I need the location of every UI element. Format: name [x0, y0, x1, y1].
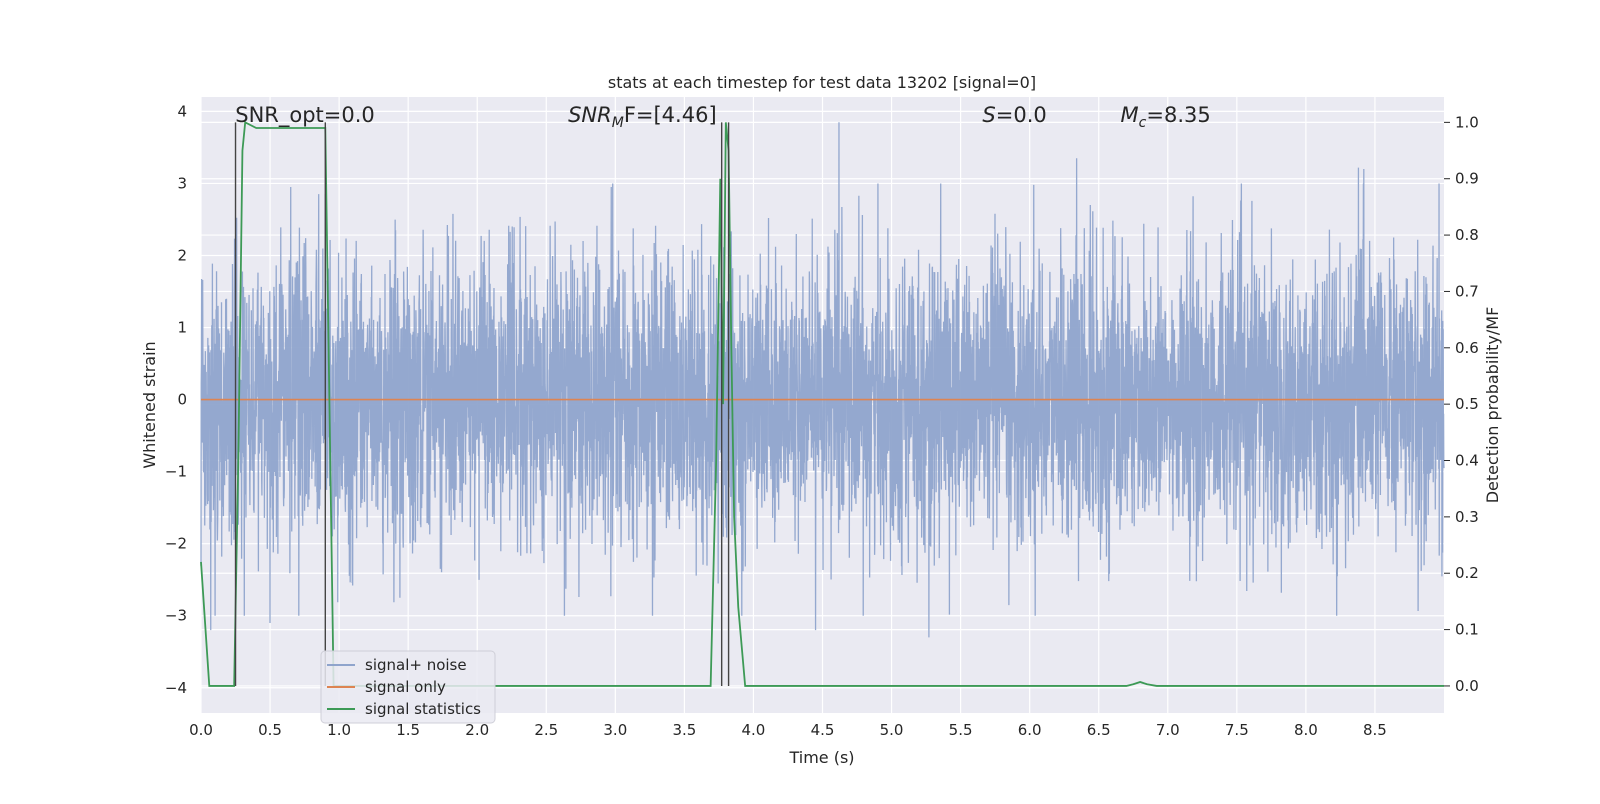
annotation-main: S: [982, 103, 995, 127]
y-tick-label: 0: [177, 391, 187, 409]
y-tick-label: −3: [165, 607, 187, 625]
legend-label: signal statistics: [365, 700, 481, 718]
x-tick-label: 8.5: [1363, 721, 1387, 739]
y-ticks: −4 −3 −2 −1 0 1 2 3 4: [165, 102, 187, 696]
legend-box: [320, 650, 496, 724]
y-axis-label: Whitened strain: [140, 341, 159, 468]
y-tick-label: −4: [165, 679, 187, 697]
y2-tick-label: 0.0: [1455, 677, 1479, 695]
x-tick-label: 2.0: [465, 721, 489, 739]
series-layer: [200, 120, 1445, 687]
x-tick-label: 5.0: [880, 721, 904, 739]
annotation-tail: =8.35: [1146, 103, 1210, 127]
x-tick-label: 0.0: [189, 721, 213, 739]
annotation-subscript: M: [612, 115, 624, 131]
y2-tick-label: 0.2: [1455, 564, 1479, 582]
x-tick-label: 4.5: [811, 721, 835, 739]
annotation-tail: =0.0: [996, 103, 1047, 127]
annotation-main: SNR: [568, 103, 612, 127]
x-tick-label: 5.5: [949, 721, 973, 739]
annotation-subscript: c: [1139, 115, 1147, 131]
series-line-signal-statistics: [200, 120, 1444, 687]
y2-tick-label: 0.9: [1455, 170, 1479, 188]
y2-ticks: 0.0 0.1 0.2 0.3 0.4 0.5 0.6 0.7 0.8 0.9 1.0: [1444, 113, 1479, 695]
y2-axis-label: Detection probability/MF: [1483, 307, 1502, 504]
annotation-text: SNR_opt=0.0: [235, 103, 375, 128]
annotation-text: S=0.0: [982, 103, 1046, 127]
legend-label: signal only: [365, 678, 446, 696]
y-tick-label: 4: [177, 102, 187, 120]
y2-tick-label: 0.4: [1455, 452, 1479, 470]
y-tick-label: −1: [165, 463, 187, 481]
x-tick-label: 6.5: [1087, 721, 1111, 739]
y2-tick-label: 0.8: [1455, 226, 1479, 244]
x-tick-label: 7.0: [1156, 721, 1180, 739]
y-tick-label: 3: [177, 174, 187, 192]
annotation-tail: F=[4.46]: [624, 103, 717, 127]
y-tick-label: −2: [165, 535, 187, 553]
legend-label: signal+ noise: [365, 656, 467, 674]
annotations: SNR_opt=0.0 SNRMF=[4.46] S=0.0 Mc=8.35: [235, 103, 1210, 131]
series-line-signal-noise: [200, 122, 1445, 638]
annotation-text: SNRMF=[4.46]: [568, 103, 717, 131]
y-tick-label: 1: [177, 319, 187, 337]
y2-tick-label: 0.6: [1455, 339, 1479, 357]
x-tick-label: 8.0: [1294, 721, 1318, 739]
x-tick-label: 1.0: [327, 721, 351, 739]
y2-tick-label: 0.7: [1455, 282, 1479, 300]
x-tick-label: 1.5: [396, 721, 420, 739]
y2-tick-label: 1.0: [1455, 113, 1479, 131]
x-tick-label: 7.5: [1225, 721, 1249, 739]
x-tick-label: 4.0: [742, 721, 766, 739]
annotation-text: Mc=8.35: [1121, 103, 1211, 131]
x-tick-label: 3.0: [603, 721, 627, 739]
annotation-main: SNR_opt=0.0: [235, 103, 375, 128]
vertical-lines: [234, 122, 730, 686]
chart-title: stats at each timestep for test data 132…: [608, 73, 1036, 92]
x-tick-label: 2.5: [534, 721, 558, 739]
x-ticks: 0.0 0.5 1.0 1.5 2.0 2.5 3.0 3.5 4.0 4.5 5.0 5.5 6.0 6…: [189, 721, 1387, 739]
y2-tick-label: 0.3: [1455, 508, 1479, 526]
legend: signal+ noise signal only signal statistic…: [320, 650, 496, 724]
x-tick-label: 6.0: [1018, 721, 1042, 739]
y2-tick-label: 0.1: [1455, 621, 1479, 639]
x-tick-label: 3.5: [672, 721, 696, 739]
x-tick-label: 0.5: [258, 721, 282, 739]
y2-tick-label: 0.5: [1455, 395, 1479, 413]
y-tick-label: 2: [177, 247, 187, 265]
annotation-main: M: [1121, 103, 1139, 127]
x-axis-label: Time (s): [788, 748, 854, 767]
